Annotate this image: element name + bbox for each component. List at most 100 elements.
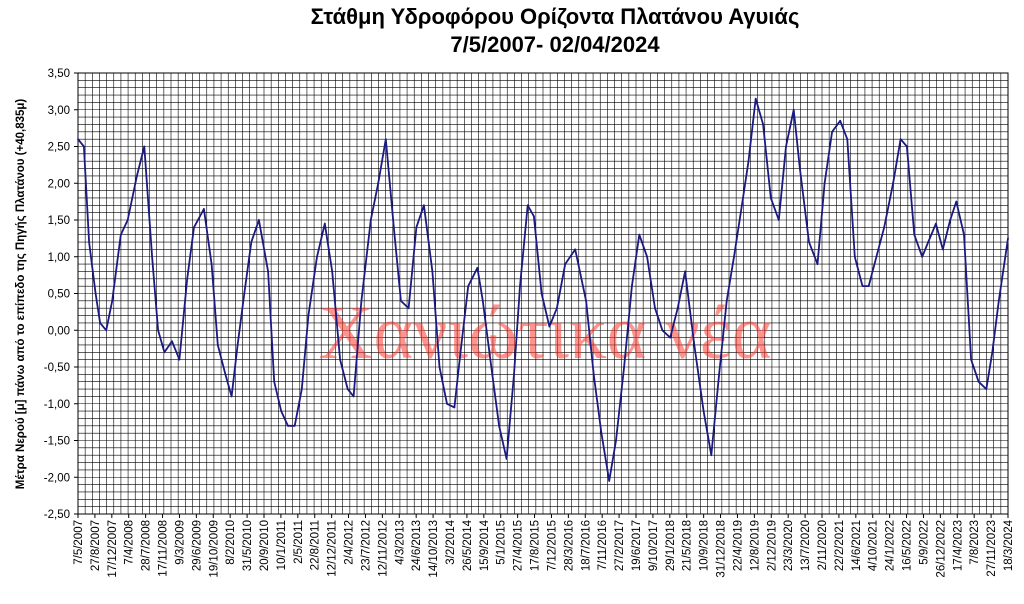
data-point [119,233,122,236]
data-point [654,307,656,310]
data-point [459,351,462,354]
data-point [105,329,108,332]
x-tick-label: 22/2/2021 [834,520,846,571]
x-tick-label: 24/6/2013 [411,520,423,571]
data-point [243,292,246,295]
x-tick-label: 27/4/2015 [513,520,525,571]
data-point [638,233,641,236]
data-point [747,160,750,163]
data-point [384,138,387,141]
data-point [287,424,289,427]
data-point [224,373,227,376]
data-point [143,145,146,148]
x-tick-label: 19/6/2017 [631,520,643,571]
data-point [816,263,819,265]
data-point [307,314,310,317]
x-tick-label: 9/10/2017 [648,520,660,571]
data-point [438,366,441,368]
x-tick-label: 12/8/2019 [749,520,761,571]
data-point [985,388,988,390]
data-point [526,204,529,207]
data-point [267,270,269,273]
x-tick-label: 9/3/2009 [174,520,186,565]
data-point [540,292,543,295]
x-tick-label: 23/7/2012 [360,520,372,571]
x-tick-label: 17/4/2023 [952,520,964,571]
data-point [505,457,508,460]
data-point [949,219,952,221]
x-tick-label: 8/2/2010 [225,520,237,565]
data-point [693,344,696,346]
y-tick-label: 1,00 [48,252,70,264]
data-point [293,424,296,427]
x-tick-label: 2/12/2019 [766,520,778,571]
grid-layer [78,73,1008,514]
x-tick-label: 21/5/2018 [682,520,694,571]
data-point [725,299,728,302]
x-tick-label: 13/7/2020 [800,520,812,571]
x-tick-label: 12/11/2012 [377,520,389,577]
x-tick-label: 29/1/2018 [665,520,677,571]
x-tick-label: 27/2/2017 [614,520,626,571]
data-point [236,344,239,346]
data-point [556,307,558,310]
x-tick-label: 7/4/2008 [124,520,136,565]
data-point [623,366,626,368]
data-point [921,255,924,258]
data-point [733,255,735,258]
data-point [257,219,260,221]
data-point [360,299,363,302]
data-point [669,336,672,339]
x-tick-label: 17/12/2007 [107,520,119,578]
data-point [377,182,380,185]
data-point [163,351,166,354]
data-point [94,292,97,295]
data-point [823,182,826,185]
data-point [585,299,588,302]
data-point [77,138,79,141]
data-point [600,432,603,435]
data-point [564,263,567,265]
data-point [934,222,937,225]
data-point [82,145,85,148]
y-tick-label: 1,50 [48,215,70,227]
data-point [216,344,219,346]
y-axis-label: Μέτρα Νερού [μ] πάνω από το επίπεδο της … [15,99,27,490]
plot-frame [77,72,1009,515]
x-tick-label: 18/3/2024 [1003,519,1015,571]
data-point [853,255,856,258]
data-point [798,167,801,170]
x-tick-label: 2/11/2020 [817,520,829,570]
data-point [532,215,535,218]
x-tick-label: 31/12/2018 [716,520,728,578]
data-point [431,270,434,273]
data-point [151,255,153,258]
data-point [476,266,479,269]
data-point [867,285,870,288]
data-point [280,410,283,412]
x-tick-label: 10/1/2011 [276,520,288,570]
data-point [906,145,908,148]
data-point [193,226,195,229]
data-point [498,424,500,427]
data-point [513,373,515,376]
y-tick-label: -1,00 [44,399,70,411]
data-point [631,285,633,288]
data-point [769,197,772,199]
data-point [339,358,341,361]
x-tick-label: 23/3/2020 [783,520,795,571]
data-point [323,222,326,225]
x-tick-label: 31/5/2010 [242,520,254,571]
data-point [970,358,973,361]
chart-title: Στάθμη Υδροφόρου Ορίζοντα Πλατάνου Αγυιά… [311,4,800,29]
data-point [316,255,318,258]
y-tick-label: -2,50 [44,509,70,521]
data-point [927,241,930,243]
data-point [467,285,470,288]
y-tick-label: 3,00 [48,105,70,117]
x-tick-label: 27/11/2023 [986,520,998,577]
data-point [955,200,958,203]
data-point [710,454,713,457]
data-point [88,241,91,243]
